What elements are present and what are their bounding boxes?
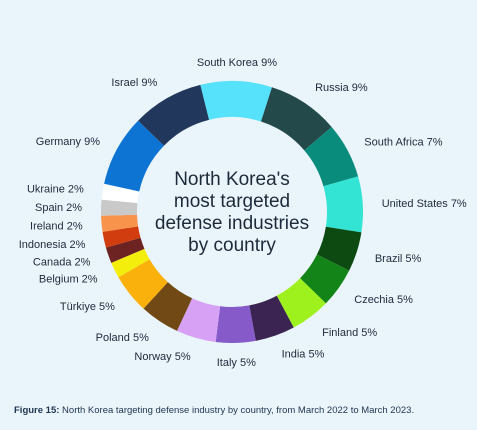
slice-india (249, 295, 294, 341)
label-south-korea: South Korea 9% (197, 57, 277, 69)
label-norway: Norway 5% (134, 351, 190, 363)
title-line: North Korea's (174, 169, 290, 190)
slice-south-korea (200, 81, 272, 122)
label-ireland: Ireland 2% (30, 221, 83, 233)
label-canada: Canada 2% (33, 257, 91, 269)
label-russia: Russia 9% (315, 82, 368, 94)
slice-poland (143, 282, 193, 331)
slice-united-states (323, 176, 364, 233)
label-ukraine: Ukraine 2% (27, 184, 84, 196)
donut-slices (100, 81, 364, 343)
slice-t-rkiye (118, 259, 168, 309)
slice-germany (104, 120, 164, 192)
slice-ireland (101, 214, 139, 232)
slice-south-africa (304, 126, 359, 187)
title-line: defense industries (155, 213, 309, 234)
label-poland: Poland 5% (96, 332, 149, 344)
slice-belgium (111, 248, 150, 278)
title-line: by country (188, 235, 276, 256)
slice-italy (215, 305, 256, 343)
slice-brazil (316, 226, 362, 271)
caption-prefix: Figure 15: (14, 405, 60, 416)
figure-caption: Figure 15: North Korea targeting defense… (14, 405, 474, 416)
slice-russia (260, 87, 332, 151)
label-finland: Finland 5% (322, 327, 377, 339)
label-indonesia: Indonesia 2% (19, 239, 86, 251)
label-czechia: Czechia 5% (354, 294, 413, 306)
slice-czechia (300, 254, 350, 304)
slice-norway (177, 298, 221, 342)
label-south-africa: South Africa 7% (364, 136, 442, 148)
slice-canada (105, 237, 145, 263)
slice-israel (138, 84, 210, 146)
label-israel: Israel 9% (111, 77, 157, 89)
label-italy: Italy 5% (217, 357, 256, 369)
slice-ukraine (101, 183, 140, 204)
label-brazil: Brazil 5% (375, 253, 422, 265)
label-germany: Germany 9% (36, 136, 100, 148)
slice-labels: South Korea 9% Russia 9% South Africa 7% Un… (19, 57, 467, 369)
slice-spain (100, 199, 138, 216)
label-india: India 5% (282, 349, 325, 361)
label-united-states: United States 7% (382, 198, 467, 210)
label-spain: Spain 2% (35, 202, 82, 214)
label-belgium: Belgium 2% (39, 274, 98, 286)
title-line: most targeted (174, 191, 290, 212)
slice-finland (276, 278, 326, 328)
caption-text: North Korea targeting defense industry b… (59, 405, 415, 416)
slice-indonesia (102, 226, 141, 248)
label-t-rkiye: Türkiye 5% (60, 301, 115, 313)
